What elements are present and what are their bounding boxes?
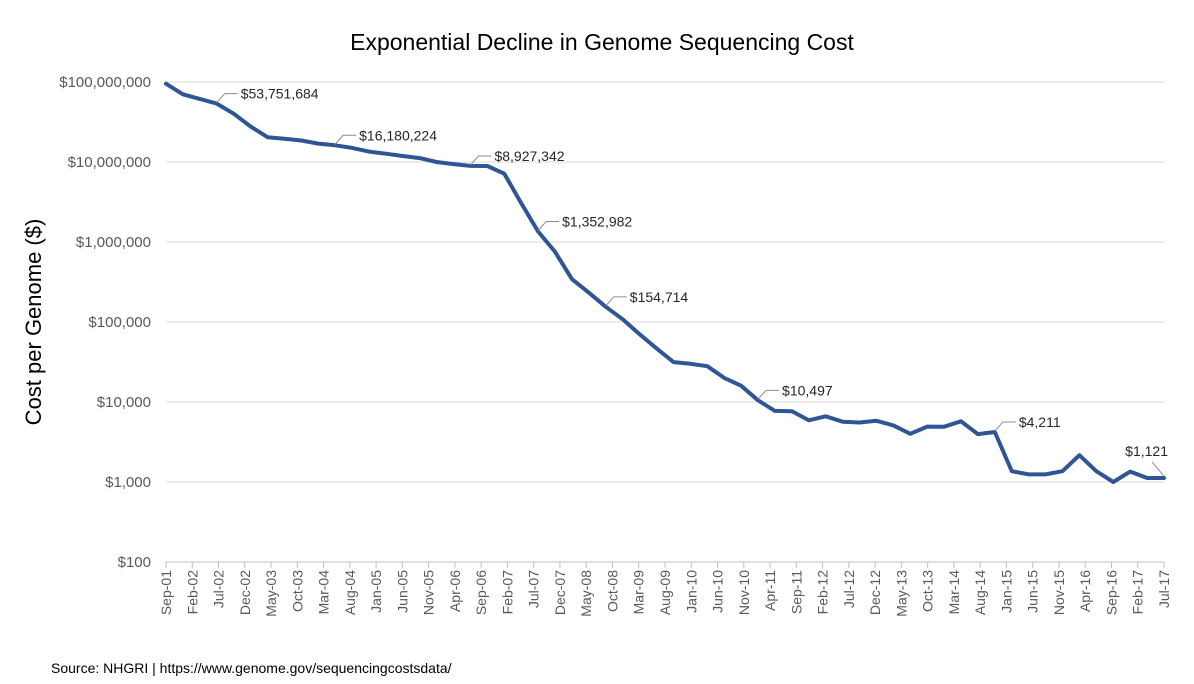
gridlines: [166, 81, 1164, 563]
data-label-leader: [470, 155, 492, 166]
data-label-leader: [1151, 461, 1165, 477]
x-tick-label: Oct-08: [604, 570, 620, 612]
data-label: $10,497: [782, 382, 833, 398]
x-tick-label: Jul-17: [1156, 570, 1172, 608]
x-tick-label: Jun-15: [1025, 570, 1041, 613]
data-label-leader: [994, 421, 1016, 432]
x-axis-ticks: Sep-01 Feb-02 Jul-02 Dec-02 May-03 Oct-03 Mar-…: [158, 562, 1172, 617]
x-tick-label: Jul-12: [841, 570, 857, 608]
x-tick-label: Sep-06: [473, 570, 489, 615]
x-tick-label: Jun-10: [710, 570, 726, 613]
x-tick-label: Jul-02: [211, 570, 227, 608]
x-tick-label: Sep-01: [158, 570, 174, 615]
data-labels: $53,751,684 $16,180,224 $8,927,342 $1,352,9…: [216, 86, 1168, 477]
x-tick-label: Feb-07: [499, 570, 515, 615]
x-tick-label: Mar-14: [946, 570, 962, 615]
x-tick-label: Feb-12: [815, 570, 831, 615]
x-tick-label: Mar-09: [631, 570, 647, 615]
y-tick-label: $10,000: [97, 394, 151, 411]
x-tick-label: Aug-09: [657, 570, 673, 615]
data-label-leader: [605, 296, 627, 307]
y-tick-label: $1,000: [105, 474, 151, 491]
x-tick-label: Nov-15: [1051, 570, 1067, 615]
y-tick-label: $1,000,000: [76, 234, 151, 251]
x-tick-label: Aug-04: [342, 570, 358, 615]
x-tick-label: Jan-05: [368, 570, 384, 613]
x-tick-label: Oct-03: [289, 570, 305, 612]
x-tick-label: Feb-17: [1130, 570, 1146, 615]
x-tick-label: Sep-11: [788, 570, 804, 614]
x-tick-label: Aug-14: [972, 570, 988, 615]
series-layer: [164, 81, 1166, 484]
data-label: $1,352,982: [562, 213, 632, 229]
data-label-leader: [537, 220, 560, 231]
x-tick-label: Apr-16: [1077, 570, 1093, 612]
x-tick-label: Feb-02: [184, 570, 200, 615]
data-label-leader: [757, 389, 780, 400]
series-line-0: [164, 81, 1166, 484]
x-tick-label: Apr-11: [762, 570, 778, 611]
x-tick-label: Jan-10: [683, 570, 699, 613]
x-tick-label: Jul-07: [526, 570, 542, 608]
data-label: $8,927,342: [494, 148, 564, 164]
x-tick-label: Jan-15: [998, 570, 1014, 613]
x-tick-label: Jun-05: [394, 570, 410, 613]
x-tick-label: Dec-12: [867, 570, 883, 615]
data-label: $154,714: [630, 289, 689, 305]
x-tick-label: May-13: [893, 570, 909, 617]
x-tick-label: Dec-02: [237, 570, 253, 615]
y-axis-ticks: $100,000,000 $10,000,000 $1,000,000 $100,00…: [59, 74, 151, 571]
x-tick-label: Mar-04: [316, 570, 332, 615]
y-tick-label: $100,000: [88, 314, 151, 331]
y-tick-label: $10,000,000: [68, 154, 151, 171]
x-tick-label: Oct-13: [920, 570, 936, 612]
x-tick-label: May-03: [263, 570, 279, 617]
x-tick-label: May-08: [578, 570, 594, 617]
y-tick-label: $100,000,000: [59, 74, 151, 91]
data-label-leader: [334, 134, 357, 145]
x-tick-label: Nov-05: [421, 570, 437, 615]
data-label: $4,211: [1019, 414, 1061, 430]
y-axis-label: Cost per Genome ($): [21, 219, 46, 426]
y-tick-label: $100: [118, 554, 151, 571]
x-tick-label: Dec-07: [552, 570, 568, 615]
x-tick-label: Sep-16: [1103, 570, 1119, 615]
x-tick-label: Apr-06: [447, 570, 463, 612]
data-label: $53,751,684: [241, 86, 319, 102]
chart-title: Exponential Decline in Genome Sequencing…: [350, 29, 854, 55]
x-tick-label: Nov-10: [736, 570, 752, 615]
data-label: $1,121: [1125, 443, 1168, 459]
data-label: $16,180,224: [359, 127, 437, 143]
data-label-leader: [216, 93, 238, 103]
source-note: Source: NHGRI | https://www.genome.gov/s…: [51, 660, 452, 676]
